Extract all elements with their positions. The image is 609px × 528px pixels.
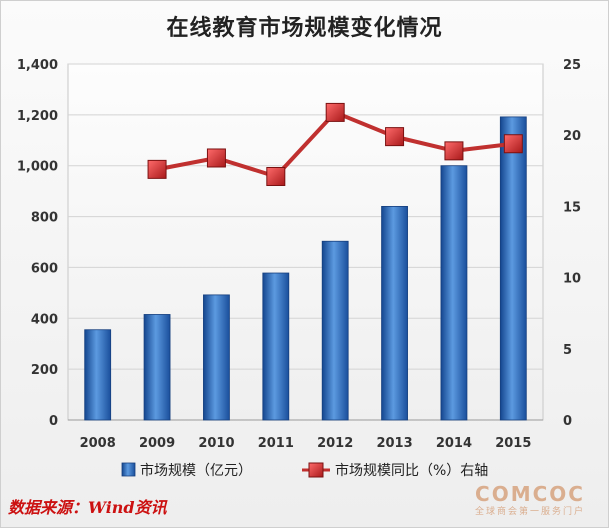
x-tick-label: 2009 — [139, 436, 175, 451]
x-tick-label: 2008 — [80, 436, 116, 451]
bar — [499, 116, 527, 421]
legend-line-marker — [308, 462, 324, 478]
y-right-tick-label: 20 — [563, 129, 581, 144]
line-point — [147, 159, 167, 179]
line-point — [503, 134, 523, 154]
legend-bar-swatch — [121, 462, 136, 477]
x-tick-label: 2015 — [495, 436, 531, 451]
bar — [203, 294, 230, 421]
line-point — [266, 166, 286, 186]
x-tick-label: 2010 — [198, 436, 234, 451]
bar — [381, 205, 408, 421]
x-tick-label: 2012 — [317, 436, 353, 451]
y-right-tick-label: 5 — [563, 343, 572, 358]
line-point — [385, 127, 405, 147]
bar — [84, 329, 112, 421]
y-left-tick-label: 800 — [31, 211, 58, 226]
y-left-tick-label: 200 — [31, 363, 58, 378]
legend-bar-label: 市场规模（亿元） — [140, 462, 252, 479]
y-right-tick-label: 25 — [563, 58, 581, 73]
x-tick-label: 2011 — [258, 436, 294, 451]
x-tick-label: 2014 — [436, 436, 472, 451]
line-point — [325, 102, 345, 122]
bar — [321, 240, 349, 421]
y-left-tick-label: 1,400 — [17, 58, 58, 73]
x-tick-label: 2013 — [376, 436, 412, 451]
y-right-tick-label: 0 — [563, 414, 572, 429]
watermark-sub: 全球商会第一服务门户 — [474, 507, 585, 517]
bar — [143, 314, 171, 421]
y-left-tick-label: 600 — [31, 261, 58, 276]
y-left-tick-label: 0 — [49, 414, 58, 429]
plot-area — [67, 63, 544, 421]
line-point — [444, 141, 464, 161]
chart-title: 在线教育市场规模变化情况 — [166, 15, 443, 41]
y-right-tick-label: 10 — [563, 272, 581, 287]
legend: 市场规模（亿元） 市场规模同比（%）右轴 — [121, 462, 488, 479]
line-point — [206, 148, 226, 168]
y-right-tick-label: 15 — [563, 200, 581, 215]
watermark-logo: COMCOC 全球商会第一服务门户 — [455, 482, 605, 517]
y-left-tick-label: 1,200 — [17, 109, 58, 124]
bar — [262, 272, 290, 421]
y-left-tick-label: 400 — [31, 312, 58, 327]
legend-line-label: 市场规模同比（%）右轴 — [335, 462, 488, 479]
bar — [440, 165, 468, 421]
y-left-tick-label: 1,000 — [17, 160, 58, 175]
watermark-main: COMCOC — [475, 482, 585, 506]
source-note: 数据来源：Wind资讯 — [8, 498, 167, 517]
